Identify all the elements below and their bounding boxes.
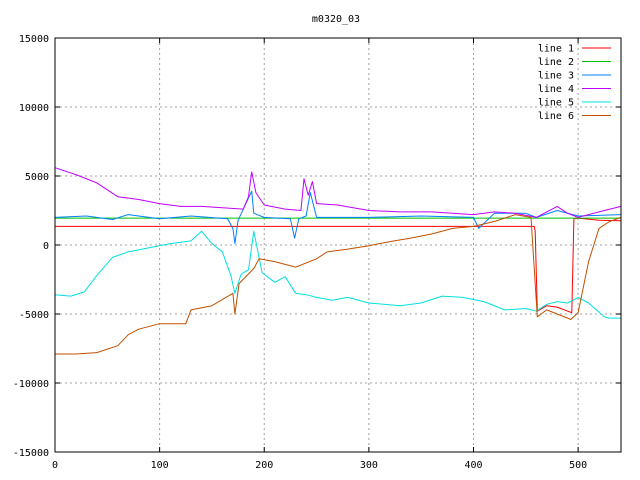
y-tick-label: -10000 <box>13 379 49 390</box>
grid-lines <box>55 38 621 452</box>
legend-label: line 4 <box>538 84 574 95</box>
legend-label: line 2 <box>538 57 574 68</box>
y-tick-label: 0 <box>43 241 49 252</box>
y-tick-label: -15000 <box>13 448 49 459</box>
chart-title: m0320_03 <box>312 14 360 25</box>
x-tick-label: 500 <box>569 460 587 471</box>
legend: line 1 line 2 line 3 line 4 line 5 line 6 <box>538 44 611 122</box>
y-tick-label: 15000 <box>19 34 49 45</box>
x-tick-label: 100 <box>151 460 169 471</box>
series-lines <box>54 167 622 355</box>
y-tick-label: -5000 <box>19 310 49 321</box>
series-line-3 <box>54 190 622 245</box>
legend-label: line 6 <box>538 111 574 122</box>
x-tick-label: 300 <box>360 460 378 471</box>
series-line-5 <box>54 230 621 319</box>
legend-label: line 1 <box>538 44 574 55</box>
y-tick-label: 5000 <box>25 172 49 183</box>
x-tick-label: 200 <box>255 460 273 471</box>
legend-label: line 3 <box>538 71 574 82</box>
series-line-6 <box>55 214 622 355</box>
legend-label: line 5 <box>538 98 574 109</box>
x-tick-label: 0 <box>52 460 58 471</box>
y-tick-label: 10000 <box>19 103 49 114</box>
axes: -15000 -10000 -5000 0 5000 10000 15000 0 100 200 3… <box>13 34 621 471</box>
series-line-4 <box>54 167 622 218</box>
x-tick-label: 400 <box>464 460 482 471</box>
